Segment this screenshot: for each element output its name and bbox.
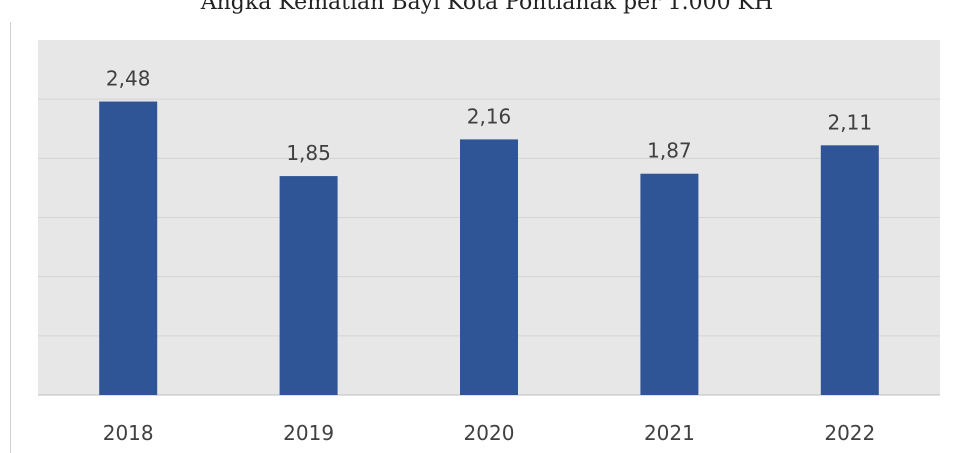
- x-tick-label: 2022: [824, 421, 875, 445]
- x-tick-label: 2018: [103, 421, 154, 445]
- bar: [279, 176, 338, 395]
- bar: [460, 139, 518, 395]
- bar: [99, 101, 158, 396]
- data-label: 2,16: [467, 104, 512, 128]
- data-label: 1,85: [286, 141, 331, 165]
- chart-title: Angka Kematian Bayi Kota Pontianak per 1…: [200, 0, 774, 15]
- x-tick-label: 2019: [283, 421, 334, 445]
- bar: [820, 145, 879, 395]
- data-label: 1,87: [647, 139, 692, 163]
- bar: [640, 173, 699, 395]
- x-tick-label: 2021: [644, 421, 695, 445]
- x-tick-label: 2020: [464, 421, 515, 445]
- data-label: 2,11: [828, 110, 873, 134]
- data-label: 2,48: [106, 67, 151, 91]
